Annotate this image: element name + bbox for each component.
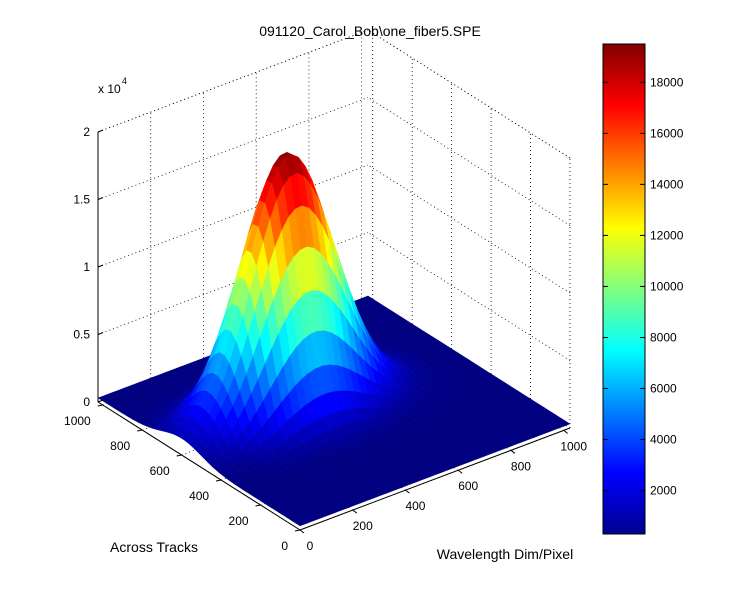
x-tick-mark	[563, 429, 568, 434]
grid-line	[97, 164, 369, 268]
x-tick-label: 0	[307, 539, 314, 553]
x-tick-mark	[510, 449, 516, 454]
colorbar-tick-label: 14000	[650, 177, 684, 191]
colorbar-tick-label: 16000	[650, 126, 684, 140]
z-tick-label: 1	[83, 260, 90, 274]
z-tick-mark	[97, 332, 104, 335]
colorbar-tick-label: 2000	[650, 484, 677, 498]
colorbar-tick-label: 8000	[650, 330, 677, 344]
y-axis-label: Across Tracks	[110, 539, 198, 555]
y-tick-mark	[137, 429, 143, 432]
x-tick-label: 1000	[560, 439, 587, 453]
z-tick-label: 0.5	[73, 328, 90, 342]
chart-title: 091120_Carol_Bob\one_fiber5.SPE	[259, 23, 481, 39]
x-axis-label: Wavelength Dim/Pixel	[437, 546, 573, 562]
z-tick-mark	[97, 197, 104, 200]
y-tick-label: 800	[110, 439, 130, 453]
colorbar-tick-label: 6000	[650, 382, 677, 396]
x-tick-mark	[352, 509, 358, 514]
z-multiplier-exponent: 4	[122, 76, 127, 86]
grid-line	[367, 164, 571, 294]
x-tick-label: 400	[405, 499, 425, 513]
colorbar-gradient	[602, 43, 646, 535]
x-tick-mark	[457, 469, 463, 474]
colorbar-tick-label: 12000	[650, 228, 684, 242]
z-tick-label: 0	[83, 395, 90, 409]
y-tick-mark	[294, 529, 301, 532]
x-tick-mark	[299, 529, 305, 534]
y-tick-label: 600	[150, 464, 170, 478]
y-tick-label: 400	[189, 489, 209, 503]
grid-line	[97, 97, 369, 200]
surface-patch	[294, 519, 308, 527]
x-tick-mark	[405, 489, 410, 494]
grid-line	[367, 97, 571, 226]
z-tick-mark	[97, 264, 104, 268]
y-axis-line	[97, 401, 301, 531]
surface	[97, 151, 571, 527]
grid-line	[367, 29, 571, 159]
x-tick-label: 200	[353, 519, 373, 533]
x-axis-line	[299, 427, 571, 531]
colorbar-tick-label: 4000	[650, 433, 677, 447]
y-tick-label: 0	[281, 539, 288, 553]
y-tick-label: 200	[229, 514, 249, 528]
y-tick-mark	[255, 504, 261, 507]
x-tick-label: 600	[458, 479, 478, 493]
colorbar-tick-label: 10000	[650, 279, 684, 293]
z-tick-mark	[97, 129, 104, 133]
y-tick-mark	[97, 404, 103, 407]
y-tick-label: 1000	[64, 414, 91, 428]
axes: 0 200 400 600 800 1000 0 200 400 600 800 1000 0 0.5 1 1…	[64, 125, 587, 553]
colorbar-ticks: 2000 4000 6000 8000 10000 12000 14000 16000 1800…	[603, 75, 684, 498]
y-tick-mark	[176, 454, 182, 457]
colorbar-tick-label: 18000	[650, 75, 684, 89]
grid-line	[367, 29, 571, 159]
colorbar: 2000 4000 6000 8000 10000 12000 14000 16000 1800…	[602, 43, 684, 535]
z-tick-label: 1.5	[73, 193, 90, 207]
y-tick-mark	[215, 479, 222, 482]
z-tick-label: 2	[83, 125, 90, 139]
grid-line	[97, 29, 369, 133]
x-tick-label: 800	[511, 459, 531, 473]
z-multiplier-label: x 10	[98, 82, 121, 96]
z-axis-multiplier: x 10 4	[98, 76, 127, 96]
z-tick-mark	[97, 399, 104, 403]
